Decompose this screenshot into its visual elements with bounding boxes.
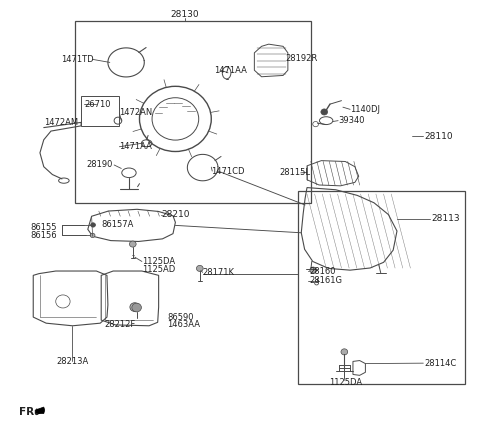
Circle shape [90, 233, 95, 238]
Circle shape [130, 241, 136, 247]
Circle shape [196, 266, 203, 272]
Text: 28190: 28190 [87, 160, 113, 170]
Circle shape [132, 303, 142, 312]
Text: 39340: 39340 [338, 116, 365, 125]
Polygon shape [35, 407, 45, 414]
Text: 1472AM: 1472AM [44, 118, 78, 127]
Circle shape [341, 349, 348, 355]
Text: 86590: 86590 [167, 313, 194, 322]
Text: 1463AA: 1463AA [167, 320, 200, 330]
Text: 86156: 86156 [31, 231, 57, 240]
Text: 86155: 86155 [31, 223, 57, 232]
Circle shape [310, 267, 317, 273]
Circle shape [321, 109, 327, 115]
Text: 28113: 28113 [432, 215, 460, 223]
Text: 1140DJ: 1140DJ [350, 105, 380, 114]
Text: 1471AA: 1471AA [120, 142, 152, 151]
Text: FR.: FR. [19, 407, 38, 417]
Text: 28130: 28130 [171, 10, 199, 19]
Text: 1471CD: 1471CD [211, 167, 245, 176]
Text: 28213A: 28213A [56, 357, 89, 366]
Circle shape [91, 223, 96, 227]
Text: 1471AA: 1471AA [214, 66, 247, 75]
Text: 1125AD: 1125AD [142, 265, 175, 274]
Text: 28210: 28210 [161, 210, 190, 219]
Text: 28160: 28160 [310, 266, 336, 276]
Text: 1125DA: 1125DA [329, 378, 362, 387]
Text: 1472AN: 1472AN [120, 108, 153, 117]
Text: 26710: 26710 [84, 100, 111, 109]
Text: 28192R: 28192R [286, 54, 318, 62]
Text: 1471TD: 1471TD [61, 55, 94, 64]
Text: 28110: 28110 [424, 132, 453, 141]
Text: 28115L: 28115L [279, 168, 310, 177]
Text: 86157A: 86157A [101, 221, 133, 229]
Text: 28114C: 28114C [424, 359, 456, 368]
Text: 28171K: 28171K [203, 268, 235, 277]
Text: 28212F: 28212F [105, 320, 136, 329]
Text: 28161G: 28161G [310, 276, 342, 285]
Text: 1125DA: 1125DA [142, 257, 175, 266]
Circle shape [130, 303, 140, 311]
